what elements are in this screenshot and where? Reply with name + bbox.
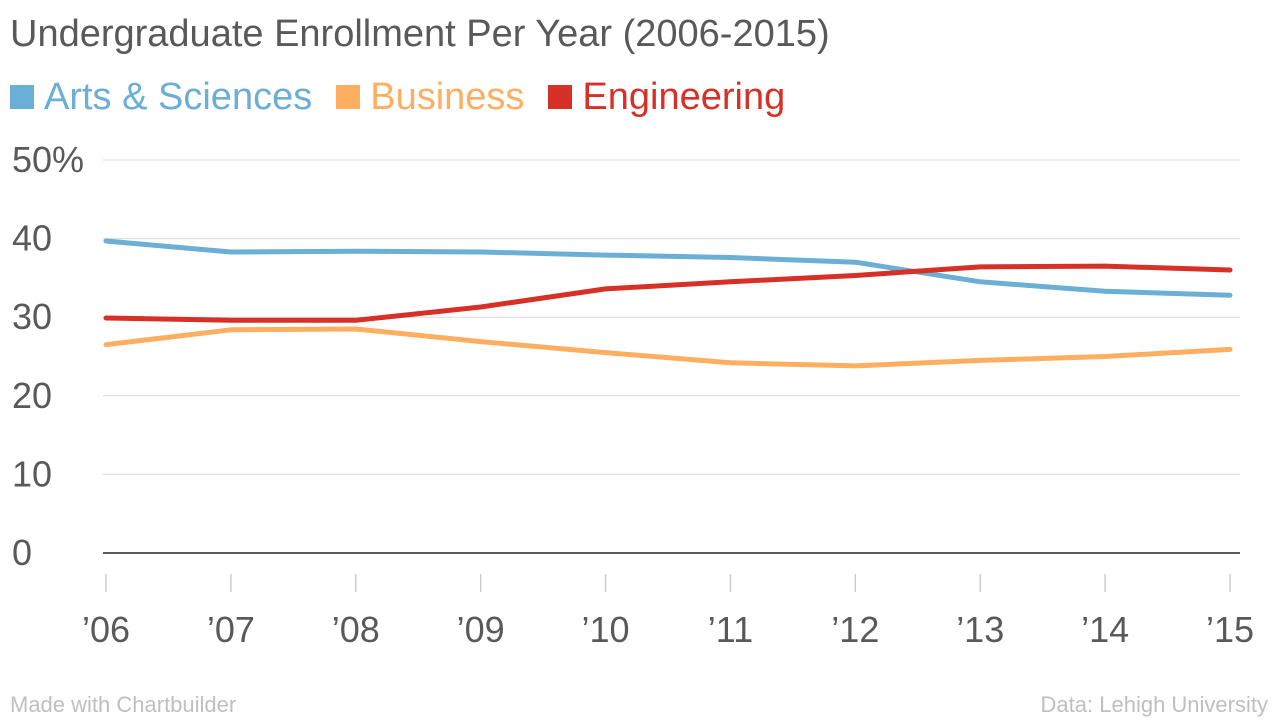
- y-tick-label: 10: [12, 453, 52, 494]
- legend-label-arts-sciences: Arts & Sciences: [44, 75, 313, 118]
- y-tick-label: 0: [12, 532, 32, 573]
- y-tick-label: 50%: [12, 139, 84, 180]
- series-line-business: [103, 326, 1233, 369]
- x-tick-label: ’06: [82, 609, 130, 650]
- legend-swatch-business: [336, 85, 361, 109]
- x-tick-label: ’07: [207, 609, 255, 650]
- x-tick-label: ’12: [831, 609, 879, 650]
- y-tick-label: 20: [12, 375, 52, 416]
- legend-label-engineering: Engineering: [582, 75, 786, 118]
- y-tick-label: 40: [12, 218, 52, 259]
- legend-item-engineering: Engineering: [548, 76, 785, 119]
- x-tick-label: ’10: [582, 609, 630, 650]
- legend: Arts & Sciences Business Engineering: [10, 74, 809, 120]
- y-tick-label: 30: [12, 296, 52, 337]
- x-tick-label: ’09: [457, 609, 505, 650]
- x-tick-label: ’11: [708, 609, 753, 650]
- legend-item-arts-sciences: Arts & Sciences: [10, 76, 312, 119]
- footer-source: Data: Lehigh University: [1040, 692, 1268, 717]
- x-tick-label: ’14: [1081, 609, 1129, 650]
- chart-title: Undergraduate Enrollment Per Year (2006-…: [10, 13, 830, 55]
- x-tick-label: ’08: [332, 609, 380, 650]
- legend-label-business: Business: [370, 75, 525, 118]
- legend-item-business: Business: [336, 76, 524, 119]
- line-chart: 0 10 20 30 40 50% ’06 ’07 ’08 ’09 ’10 ’11 ’12 ’13 ’14 ’…: [12, 139, 1254, 650]
- legend-swatch-engineering: [548, 85, 573, 109]
- x-tick-label: ’13: [956, 609, 1004, 650]
- series-line-engineering: [103, 263, 1233, 323]
- footer-credit: Made with Chartbuilder: [10, 692, 237, 717]
- x-tick-label: ’15: [1206, 609, 1254, 650]
- series-line-arts-sciences: [103, 238, 1233, 298]
- legend-swatch-arts-sciences: [10, 85, 34, 109]
